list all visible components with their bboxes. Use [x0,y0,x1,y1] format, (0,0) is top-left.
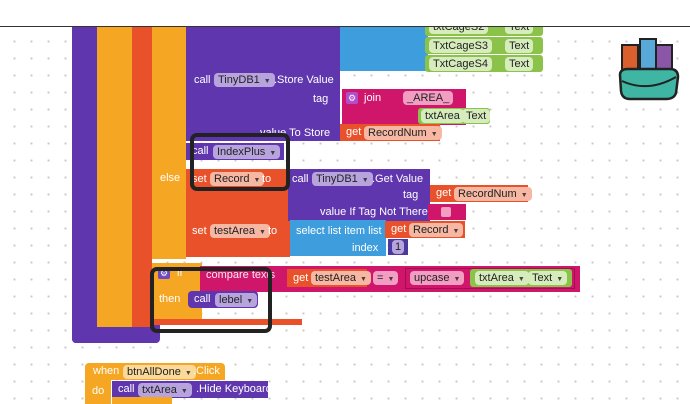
get-record-block[interactable]: get Record ▼ [385,221,465,238]
gear-icon[interactable]: ⚙ [346,92,358,104]
procedure-block-body[interactable] [72,27,98,343]
highlight-box [150,267,272,333]
select-list-item-block[interactable] [290,220,386,256]
call-indexplus-block[interactable]: call IndexPlus ▼ [186,143,284,160]
get-testarea-block[interactable]: get testArea ▼ [287,269,371,287]
cage-row-1[interactable]: TxtCageS3 Text [425,37,543,54]
if-else-block-body[interactable] [152,27,186,259]
call-lebel-block[interactable]: call lebel ▼ [188,291,258,308]
list-block[interactable] [340,27,428,71]
component-dropdown[interactable]: TinyDB1 ▼ [214,73,275,87]
else-label: else [160,172,181,184]
testarea-dropdown[interactable]: testArea ▼ [210,224,270,238]
get-recordnum-block[interactable]: get RecordNum ▼ [340,124,442,141]
control-block-body[interactable] [97,27,133,327]
variable-block-body[interactable] [132,27,152,327]
highlight-box [190,133,290,191]
record-dropdown[interactable]: Record ▼ [210,172,265,186]
empty-text-block[interactable] [428,204,466,220]
blocks-workspace[interactable]: else txtCageS2 Text TxtCageS3 Text TxtCa… [0,26,690,404]
txtarea-text-block[interactable]: txtArea ▼ Text ▼ [470,269,572,287]
backpack-icon[interactable] [618,35,682,101]
cage-row-0[interactable]: txtCageS2 Text [425,27,543,36]
when-click-block[interactable]: when btnAllDone ▼ .Click [85,363,225,380]
cage-row-2[interactable]: TxtCageS4 Text [425,55,543,72]
text-literal[interactable]: _AREA_ [403,91,454,105]
number-block[interactable]: 1 [388,239,408,255]
when-click-body [85,379,111,404]
variable-block-bottom [152,319,302,325]
when-click-body [112,397,172,404]
hide-keyboard-block[interactable]: call txtArea ▼ .Hide Keyboard [112,381,272,398]
procedure-block-bottom [72,325,160,343]
get-recordnum-block[interactable]: get RecordNum ▼ [430,185,532,202]
txtarea-text-block[interactable]: txtArea Text [418,108,491,124]
operator-dropdown[interactable]: = ▼ [373,271,399,285]
